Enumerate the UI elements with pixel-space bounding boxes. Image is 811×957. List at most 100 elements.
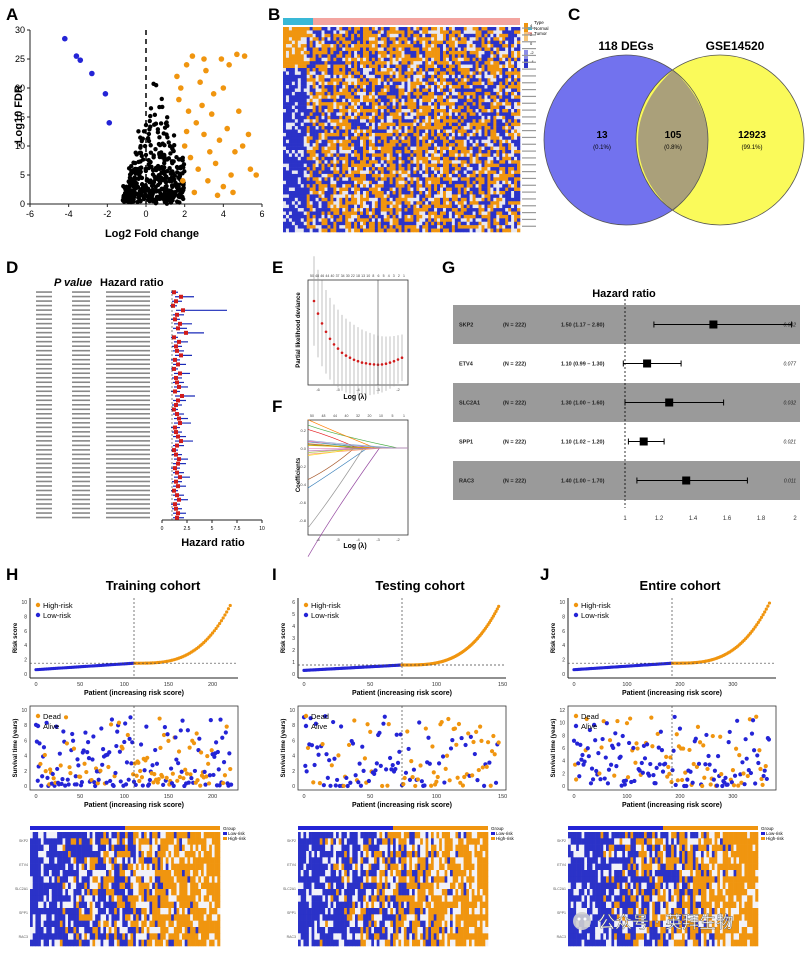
heatmap-cell [470,41,473,45]
heatmap-cell [511,157,514,161]
heatmap-cell [440,95,443,99]
heatmap-cell [360,119,363,123]
heatmap-cell [473,65,476,69]
heatmap-cell [366,95,369,99]
heatmap-cell [292,75,295,79]
heatmap-cell [295,116,298,120]
heatmap-cell [354,164,357,168]
heatmap-cell [360,54,363,58]
heatmap-cell [443,89,446,93]
heatmap-cell [322,150,325,154]
heatmap-cell [431,147,434,151]
heatmap-cell [476,68,479,72]
heatmap-cell [481,150,484,154]
heatmap-cell [493,102,496,106]
heatmap-cell [404,143,407,147]
heatmap-cell [437,89,440,93]
heatmap-cell [298,112,301,116]
heatmap-cell [348,41,351,45]
heatmap-cell [381,191,384,195]
heatmap-cell [493,171,496,175]
heatmap-cell [419,167,422,171]
heatmap-cell [399,181,402,185]
heatmap-cell [292,164,295,168]
heatmap-cell [316,37,319,41]
heatmap-cell [298,123,301,127]
heatmap-cell [458,188,461,192]
heatmap-cell [487,99,490,103]
heatmap-cell [431,109,434,113]
heatmap-cell [339,167,342,171]
heatmap-cell [369,99,372,103]
heatmap-cell [360,198,363,202]
heatmap-cell [473,136,476,140]
heatmap-cell [455,191,458,195]
heatmap-cell [404,61,407,65]
heatmap-cell [425,61,428,65]
heatmap-cell [307,75,310,79]
heatmap-cell [461,194,464,198]
heatmap-cell [481,95,484,99]
heatmap-cell [490,61,493,65]
heatmap-cell [505,48,508,52]
heatmap-cell [481,188,484,192]
heatmap-cell [327,89,330,93]
heatmap-cell [304,99,307,103]
heatmap-cell [384,181,387,185]
heatmap-cell [464,34,467,38]
heatmap-cell [467,133,470,137]
heatmap-cell [354,41,357,45]
heatmap-cell [505,34,508,38]
heatmap-cell [384,123,387,127]
heatmap-cell [508,78,511,82]
heatmap-cell [452,58,455,62]
heatmap-cell [286,112,289,116]
heatmap-cell [283,143,286,147]
heatmap-cell [428,150,431,154]
heatmap-cell [440,147,443,151]
heatmap-cell [476,177,479,181]
heatmap-cell [369,51,372,55]
heatmap-cell [476,153,479,157]
heatmap-cell [449,201,452,205]
heatmap-cell [298,208,301,212]
heatmap-cell [416,212,419,216]
volcano-x-tick-label: -4 [65,209,73,219]
heatmap-cell [310,37,313,41]
heatmap-cell [419,51,422,55]
heatmap-cell [360,143,363,147]
heatmap-cell [390,153,393,157]
heatmap-cell [381,126,384,130]
heatmap-cell [289,78,292,82]
heatmap-cell [369,130,372,134]
heatmap-cell [333,102,336,106]
heatmap-cell [369,71,372,75]
heatmap-cell [378,164,381,168]
heatmap-cell [301,44,304,48]
heatmap-cell [490,140,493,144]
heatmap-cell [327,27,330,31]
heatmap-cell [333,191,336,195]
heatmap-cell [470,191,473,195]
heatmap-cell [476,51,479,55]
heatmap-cell [324,65,327,69]
heatmap-cell [330,92,333,96]
heatmap-cell [330,109,333,113]
heatmap-cell [416,82,419,86]
heatmap-cell [322,177,325,181]
heatmap-cell [322,92,325,96]
heatmap-cell [458,143,461,147]
heatmap-cell [458,34,461,38]
heatmap-cell [425,167,428,171]
heatmap-cell [333,198,336,202]
heatmap-cell [316,150,319,154]
heatmap-cell [505,160,508,164]
heatmap-cell [393,136,396,140]
heatmap-cell [473,123,476,127]
heatmap-cell [458,112,461,116]
heatmap-cell [511,212,514,216]
heatmap-cell [360,37,363,41]
heatmap-cell [490,174,493,178]
heatmap-cell [422,164,425,168]
heatmap-cell [289,71,292,75]
